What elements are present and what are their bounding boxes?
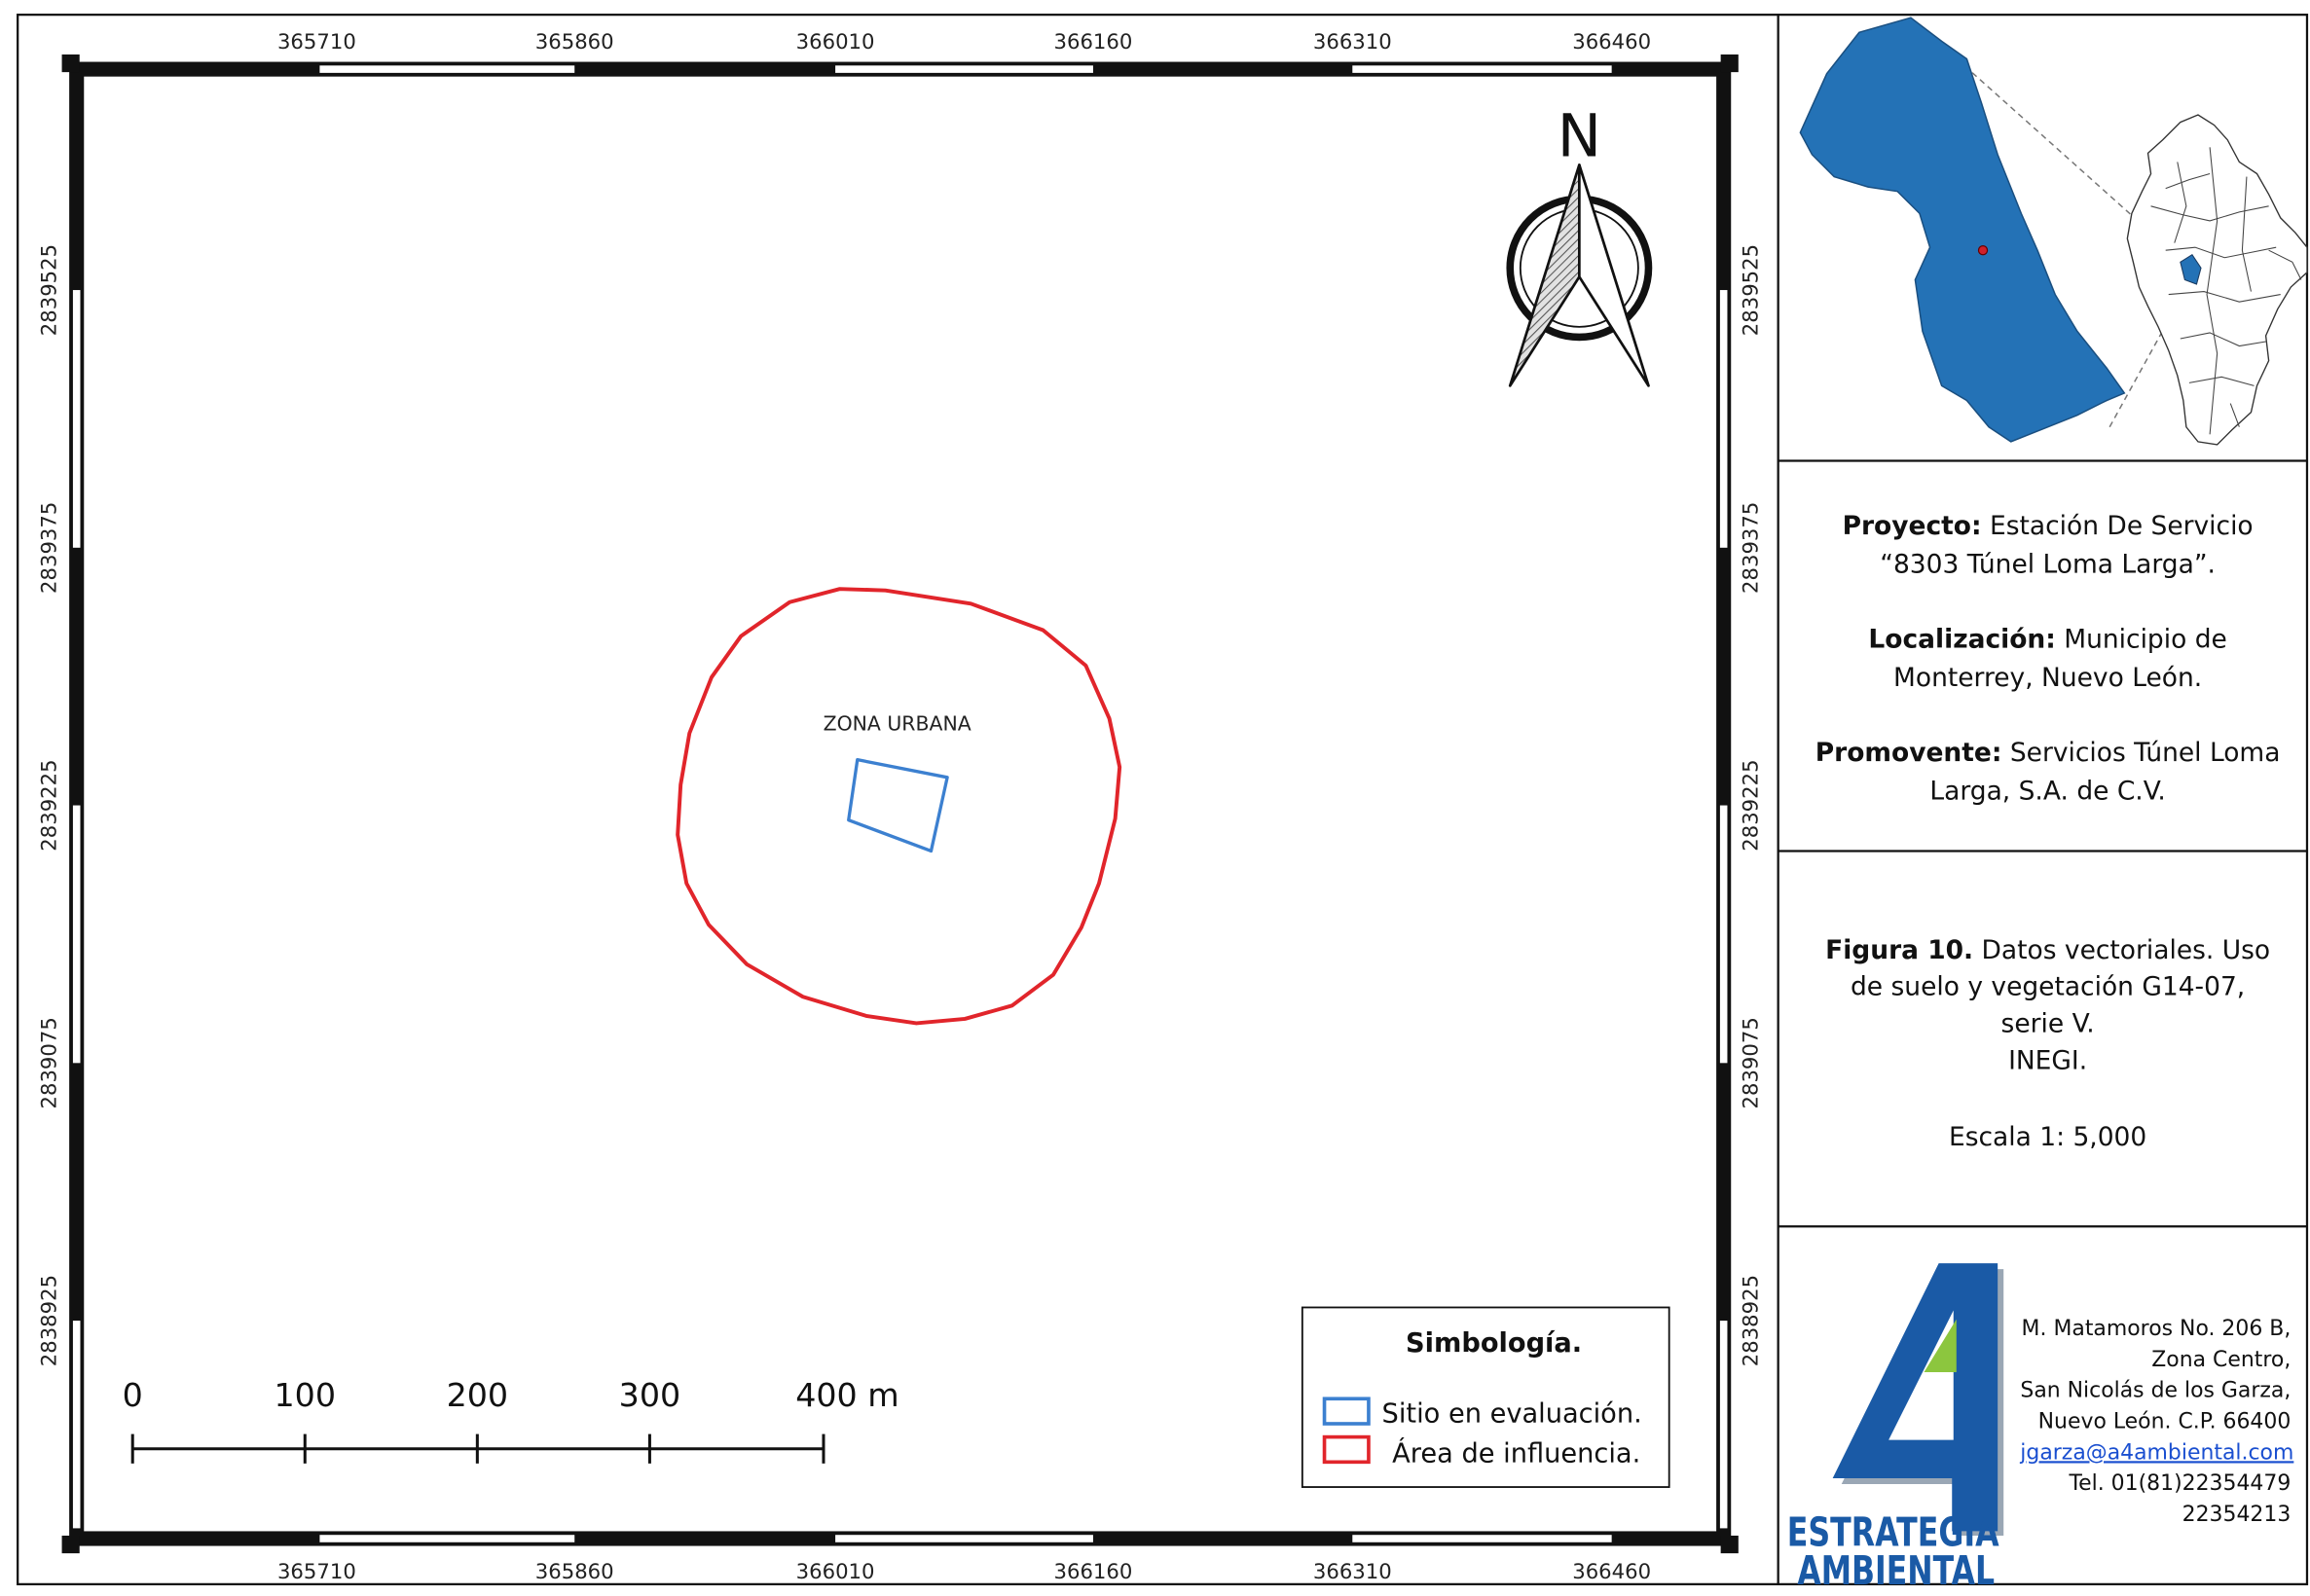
phone-line: 22354213 (2182, 1503, 2292, 1527)
main-map: 365710 365860 366010 366160 366310 36646… (37, 29, 1763, 1583)
y-tick-label: 2839375 (37, 502, 61, 594)
localizacion-label: Localización: (1868, 625, 2055, 655)
x-coordinates-top: 365710 365860 366010 366160 366310 36646… (277, 29, 1651, 54)
site-polygon (847, 757, 949, 853)
figure-line4: INEGI. (2008, 1045, 2087, 1075)
state-municipal-lines (2150, 147, 2302, 435)
promovente-line1: Promovente: Servicios Túnel Loma (1815, 738, 2281, 768)
company-block: ESTRATEGIA AMBIENTAL M. Matamoros No. 20… (1787, 1263, 2293, 1594)
proyecto-line2: “8303 Túnel Loma Larga”. (1880, 550, 2216, 580)
address-line: M. Matamoros No. 206 B, (2022, 1317, 2292, 1341)
x-tick-label: 366310 (1313, 29, 1392, 54)
phone-line: Tel. 01(81)22354479 (2068, 1471, 2291, 1496)
promovente-value: Servicios Túnel Loma (2010, 738, 2281, 768)
y-tick-label: 2839525 (37, 244, 61, 336)
legend-title: Simbología. (1406, 1328, 1582, 1359)
location-dot (1977, 245, 1989, 256)
x-tick-label: 365710 (277, 1559, 356, 1583)
figure-label: Figura 10. (1825, 935, 1973, 965)
y-tick-label: 2838925 (1738, 1275, 1762, 1366)
x-tick-label: 366160 (1054, 1559, 1133, 1583)
address-line: Zona Centro, (2151, 1348, 2291, 1372)
proyecto-label: Proyecto: (1843, 511, 1982, 541)
logo-green-triangle-icon (1924, 1319, 1957, 1373)
border-segments-bottom (319, 1535, 1612, 1542)
logo-text-estrategia: ESTRATEGIA (1787, 1509, 1999, 1556)
x-tick-label: 366460 (1572, 1559, 1651, 1583)
border-corners (61, 54, 1739, 1554)
inset-guide-line (1910, 17, 2179, 257)
figure-text: Datos vectoriales. Uso (1982, 935, 2271, 965)
y-coordinates-right: 2839525 2839375 2839225 2839075 2838925 (1738, 244, 1762, 1366)
border-segments-left (72, 290, 81, 1529)
influence-area-polygon (676, 587, 1122, 1026)
scale-bar-label: 0 (123, 1376, 143, 1414)
logo-text-ambiental: AMBIENTAL (1797, 1547, 1995, 1594)
x-tick-label: 365860 (535, 29, 614, 54)
x-tick-label: 366010 (796, 1559, 875, 1583)
scale-bar-label: 300 (619, 1376, 681, 1414)
border-segments-right (1719, 290, 1728, 1529)
y-tick-label: 2839075 (37, 1017, 61, 1108)
x-coordinates-bottom: 365710 365860 366010 366160 366310 36646… (277, 1559, 1651, 1583)
localizacion-value: Municipio de (2064, 625, 2227, 655)
legend-swatch-influence (1322, 1434, 1371, 1465)
y-tick-label: 2838925 (37, 1275, 61, 1366)
x-tick-label: 366460 (1572, 29, 1651, 54)
promovente-line2: Larga, S.A. de C.V. (1929, 777, 2165, 807)
logo-window (1888, 1310, 1954, 1440)
border-segments-top (319, 65, 1612, 73)
figure-line2: de suelo y vegetación G14-07, (1851, 972, 2245, 1002)
figure-scale: Escala 1: 5,000 (1949, 1122, 2146, 1152)
y-tick-label: 2839375 (1738, 502, 1762, 594)
zone-urbana-label: ZONA URBANA (824, 711, 972, 735)
company-logo: ESTRATEGIA AMBIENTAL (1787, 1263, 2004, 1594)
x-tick-label: 365860 (535, 1559, 614, 1583)
scale-bar-label: 400 m (795, 1376, 899, 1414)
legend-item-influence: Área de influencia. (1392, 1437, 1640, 1469)
north-label: N (1558, 102, 1601, 170)
figure-caption: Figura 10. Datos vectoriales. Uso de sue… (1825, 935, 2270, 1152)
legend-swatch-site (1322, 1396, 1371, 1426)
state-outline (2126, 114, 2308, 446)
figure-line1: Figura 10. Datos vectoriales. Uso (1825, 935, 2270, 965)
proyecto-value: Estación De Servicio (1990, 511, 2254, 541)
municipality-polygon (1799, 17, 2126, 443)
state-municipality-highlight (2180, 254, 2202, 285)
x-tick-label: 366010 (796, 29, 875, 54)
scale-bar: 0 100 200 300 400 m (123, 1376, 899, 1464)
y-tick-label: 2839225 (37, 759, 61, 851)
y-coordinates-left: 2839525 2839375 2839225 2839075 2838925 (37, 244, 61, 1366)
proyecto-line1: Proyecto: Estación De Servicio (1843, 511, 2254, 541)
figure-line3: serie V. (2001, 1009, 2095, 1039)
inset-location-map (1799, 17, 2308, 446)
legend-item-site: Sitio en evaluación. (1382, 1398, 1642, 1429)
project-info: Proyecto: Estación De Servicio “8303 Tún… (1815, 511, 2281, 806)
localizacion-line2: Monterrey, Nuevo León. (1893, 663, 2202, 693)
y-tick-label: 2839075 (1738, 1017, 1762, 1108)
address-line: Nuevo León. C.P. 66400 (2038, 1410, 2292, 1434)
legend: Simbología. Sitio en evaluación. Área de… (1301, 1306, 1670, 1488)
email-link[interactable]: jgarza@a4ambiental.com (2019, 1440, 2293, 1465)
y-tick-label: 2839225 (1738, 759, 1762, 851)
map-area (84, 76, 1717, 1532)
x-tick-label: 365710 (277, 29, 356, 54)
address-line: San Nicolás de los Garza, (2020, 1379, 2291, 1403)
info-panel: Proyecto: Estación De Servicio “8303 Tún… (1778, 17, 2308, 1594)
scale-bar-label: 100 (275, 1376, 337, 1414)
scale-bar-label: 200 (447, 1376, 509, 1414)
promovente-label: Promovente: (1815, 738, 2002, 768)
x-tick-label: 366310 (1313, 1559, 1392, 1583)
y-tick-label: 2839525 (1738, 244, 1762, 336)
north-arrow-icon: N (1506, 102, 1653, 387)
x-tick-label: 366160 (1054, 29, 1133, 54)
localizacion-line1: Localización: Municipio de (1868, 625, 2226, 655)
